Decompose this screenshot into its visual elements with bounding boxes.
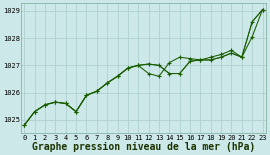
X-axis label: Graphe pression niveau de la mer (hPa): Graphe pression niveau de la mer (hPa) [32,142,255,152]
